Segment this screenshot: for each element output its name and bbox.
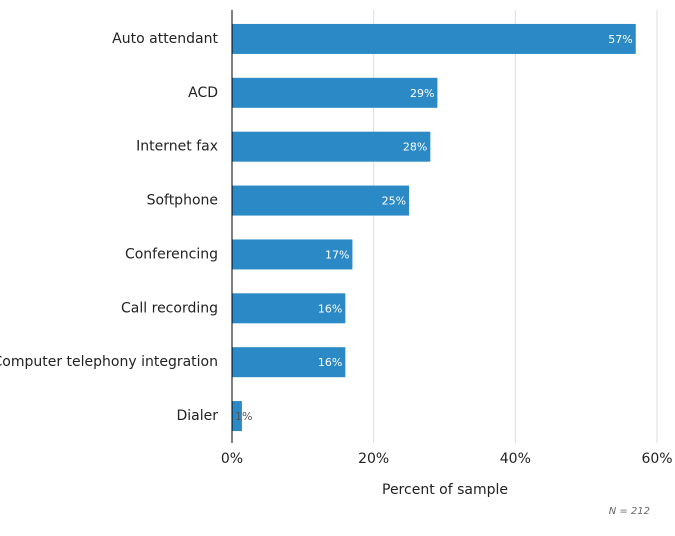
- bar: [232, 347, 346, 378]
- x-tick-label: 0%: [221, 451, 243, 467]
- x-tick-label: 20%: [358, 451, 389, 467]
- bar: [232, 293, 346, 324]
- bar: [232, 401, 242, 432]
- y-tick-label: Dialer: [176, 408, 218, 424]
- x-tick-label: 60%: [641, 451, 672, 467]
- value-label: 1%: [235, 410, 252, 423]
- value-label: 17%: [325, 248, 349, 261]
- y-tick-label: ACD: [188, 85, 218, 101]
- value-label: 25%: [382, 195, 406, 208]
- y-tick-label: Call recording: [121, 300, 218, 316]
- value-label: 28%: [403, 141, 427, 154]
- value-label: 57%: [608, 33, 632, 46]
- y-tick-label: Computer telephony integration: [0, 354, 218, 370]
- y-tick-label: Internet fax: [136, 139, 218, 155]
- y-tick-label: Auto attendant: [112, 31, 218, 47]
- y-tick-label: Conferencing: [125, 246, 218, 262]
- value-label: 16%: [318, 356, 342, 369]
- bar: [232, 185, 410, 216]
- note: N = 212: [609, 506, 650, 517]
- value-label: 16%: [318, 302, 342, 315]
- bar: [232, 77, 438, 108]
- bar: [232, 23, 636, 54]
- x-axis-label: Percent of sample: [382, 482, 508, 498]
- bar: [232, 239, 353, 270]
- value-label: 29%: [410, 87, 434, 100]
- y-tick-label: Softphone: [147, 193, 218, 209]
- x-tick-label: 40%: [500, 451, 531, 467]
- bar: [232, 131, 431, 162]
